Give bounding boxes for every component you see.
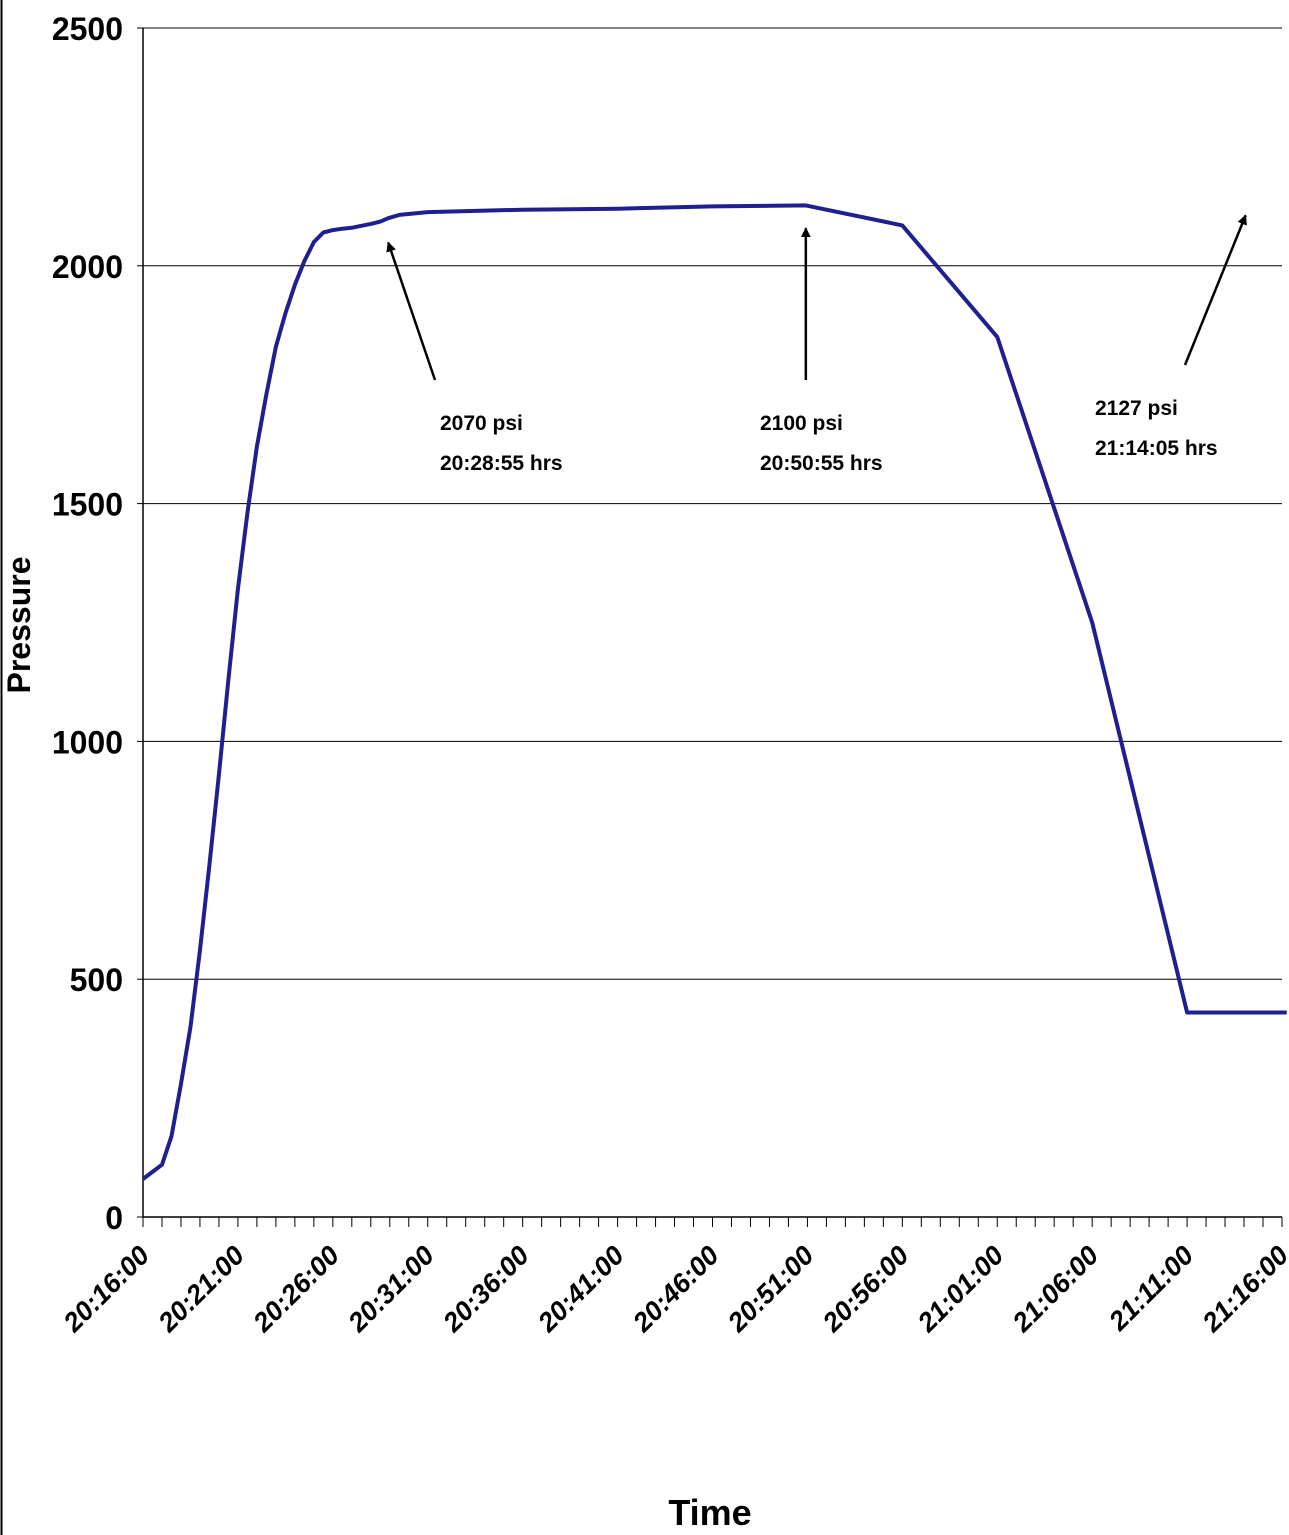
- gridlines: [137, 27, 1282, 1218]
- y-tick-label: 500: [70, 962, 123, 998]
- x-tick-label: 20:21:00: [152, 1240, 250, 1338]
- y-tick-label: 0: [105, 1200, 123, 1236]
- x-tick-label: 20:41:00: [531, 1240, 629, 1338]
- y-tick-label: 2000: [52, 249, 123, 285]
- annotation-label: 20:50:55 hrs: [760, 452, 883, 475]
- y-tick-label: 2500: [52, 11, 123, 47]
- series-layer: [141, 203, 1287, 1181]
- x-minor-ticks: [142, 1217, 1283, 1227]
- x-tick-label: 20:16:00: [57, 1240, 155, 1338]
- y-axis-title: Pressure: [1, 557, 37, 694]
- x-tick-label: 21:01:00: [911, 1240, 1009, 1338]
- x-tick-label: 20:31:00: [342, 1240, 440, 1338]
- y-tick-labels: 0 500 1000 1500 2000 2500: [52, 11, 123, 1236]
- annotations: 2070 psi 20:28:55 hrs 2100 psi 20:50:55 hrs…: [386, 214, 1247, 475]
- axes: [142, 28, 1282, 1218]
- x-tick-label: 21:11:00: [1102, 1240, 1199, 1337]
- x-tick-label: 20:56:00: [816, 1240, 914, 1338]
- x-tick-label: 21:16:00: [1196, 1240, 1289, 1338]
- x-tick-label: 20:51:00: [721, 1240, 819, 1338]
- x-tick-label: 20:46:00: [626, 1240, 724, 1338]
- annotation-arrow: [386, 241, 437, 381]
- y-tick-label: 1500: [52, 487, 123, 523]
- x-tick-label: 20:36:00: [437, 1240, 535, 1338]
- x-tick-label: 20:26:00: [247, 1240, 345, 1338]
- x-tick-labels: 20:16:0020:21:0020:26:0020:31:0020:36:00…: [57, 1240, 1289, 1338]
- x-axis-title: Time: [668, 1492, 751, 1533]
- annotation-label: 21:14:05 hrs: [1095, 437, 1218, 460]
- annotation-label: 20:28:55 hrs: [440, 452, 563, 475]
- annotation-label: 2070 psi: [440, 412, 523, 435]
- annotation-label: 2100 psi: [760, 412, 843, 435]
- x-tick-label: 21:06:00: [1006, 1240, 1104, 1338]
- annotation-label: 2127 psi: [1095, 397, 1178, 420]
- y-tick-label: 1000: [52, 724, 123, 760]
- annotation-arrow: [1183, 214, 1247, 366]
- pressure-series-line: [141, 203, 1287, 1181]
